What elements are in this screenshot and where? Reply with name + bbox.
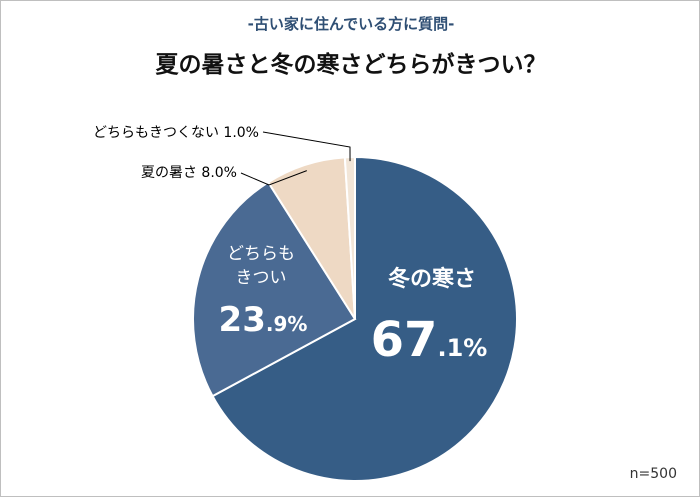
sample-size-label: n=500 xyxy=(629,466,677,482)
callout-label-summer: 夏の暑さ 8.0% xyxy=(141,165,237,181)
callout-label-neither: どちらもきつくない 1.0% xyxy=(93,125,259,141)
chart-subtitle: -古い家に住んでいる方に質問- xyxy=(247,15,455,33)
chart-title: 夏の暑さと冬の寒さどちらがきつい？ xyxy=(155,52,547,78)
slice-label-both-line2: きつい xyxy=(236,268,287,288)
pie-slice-1 xyxy=(192,180,357,398)
pie-slice-0 xyxy=(211,155,518,482)
callout-line-summer xyxy=(240,170,307,186)
slice-label-both-line1: どちらも xyxy=(227,244,295,264)
slice-value-winter: 67.1% xyxy=(371,312,488,368)
slice-value-both: 23.9% xyxy=(219,300,308,340)
slice-label-winter: 冬の寒さ xyxy=(388,266,476,292)
callout-line-neither xyxy=(262,131,351,162)
